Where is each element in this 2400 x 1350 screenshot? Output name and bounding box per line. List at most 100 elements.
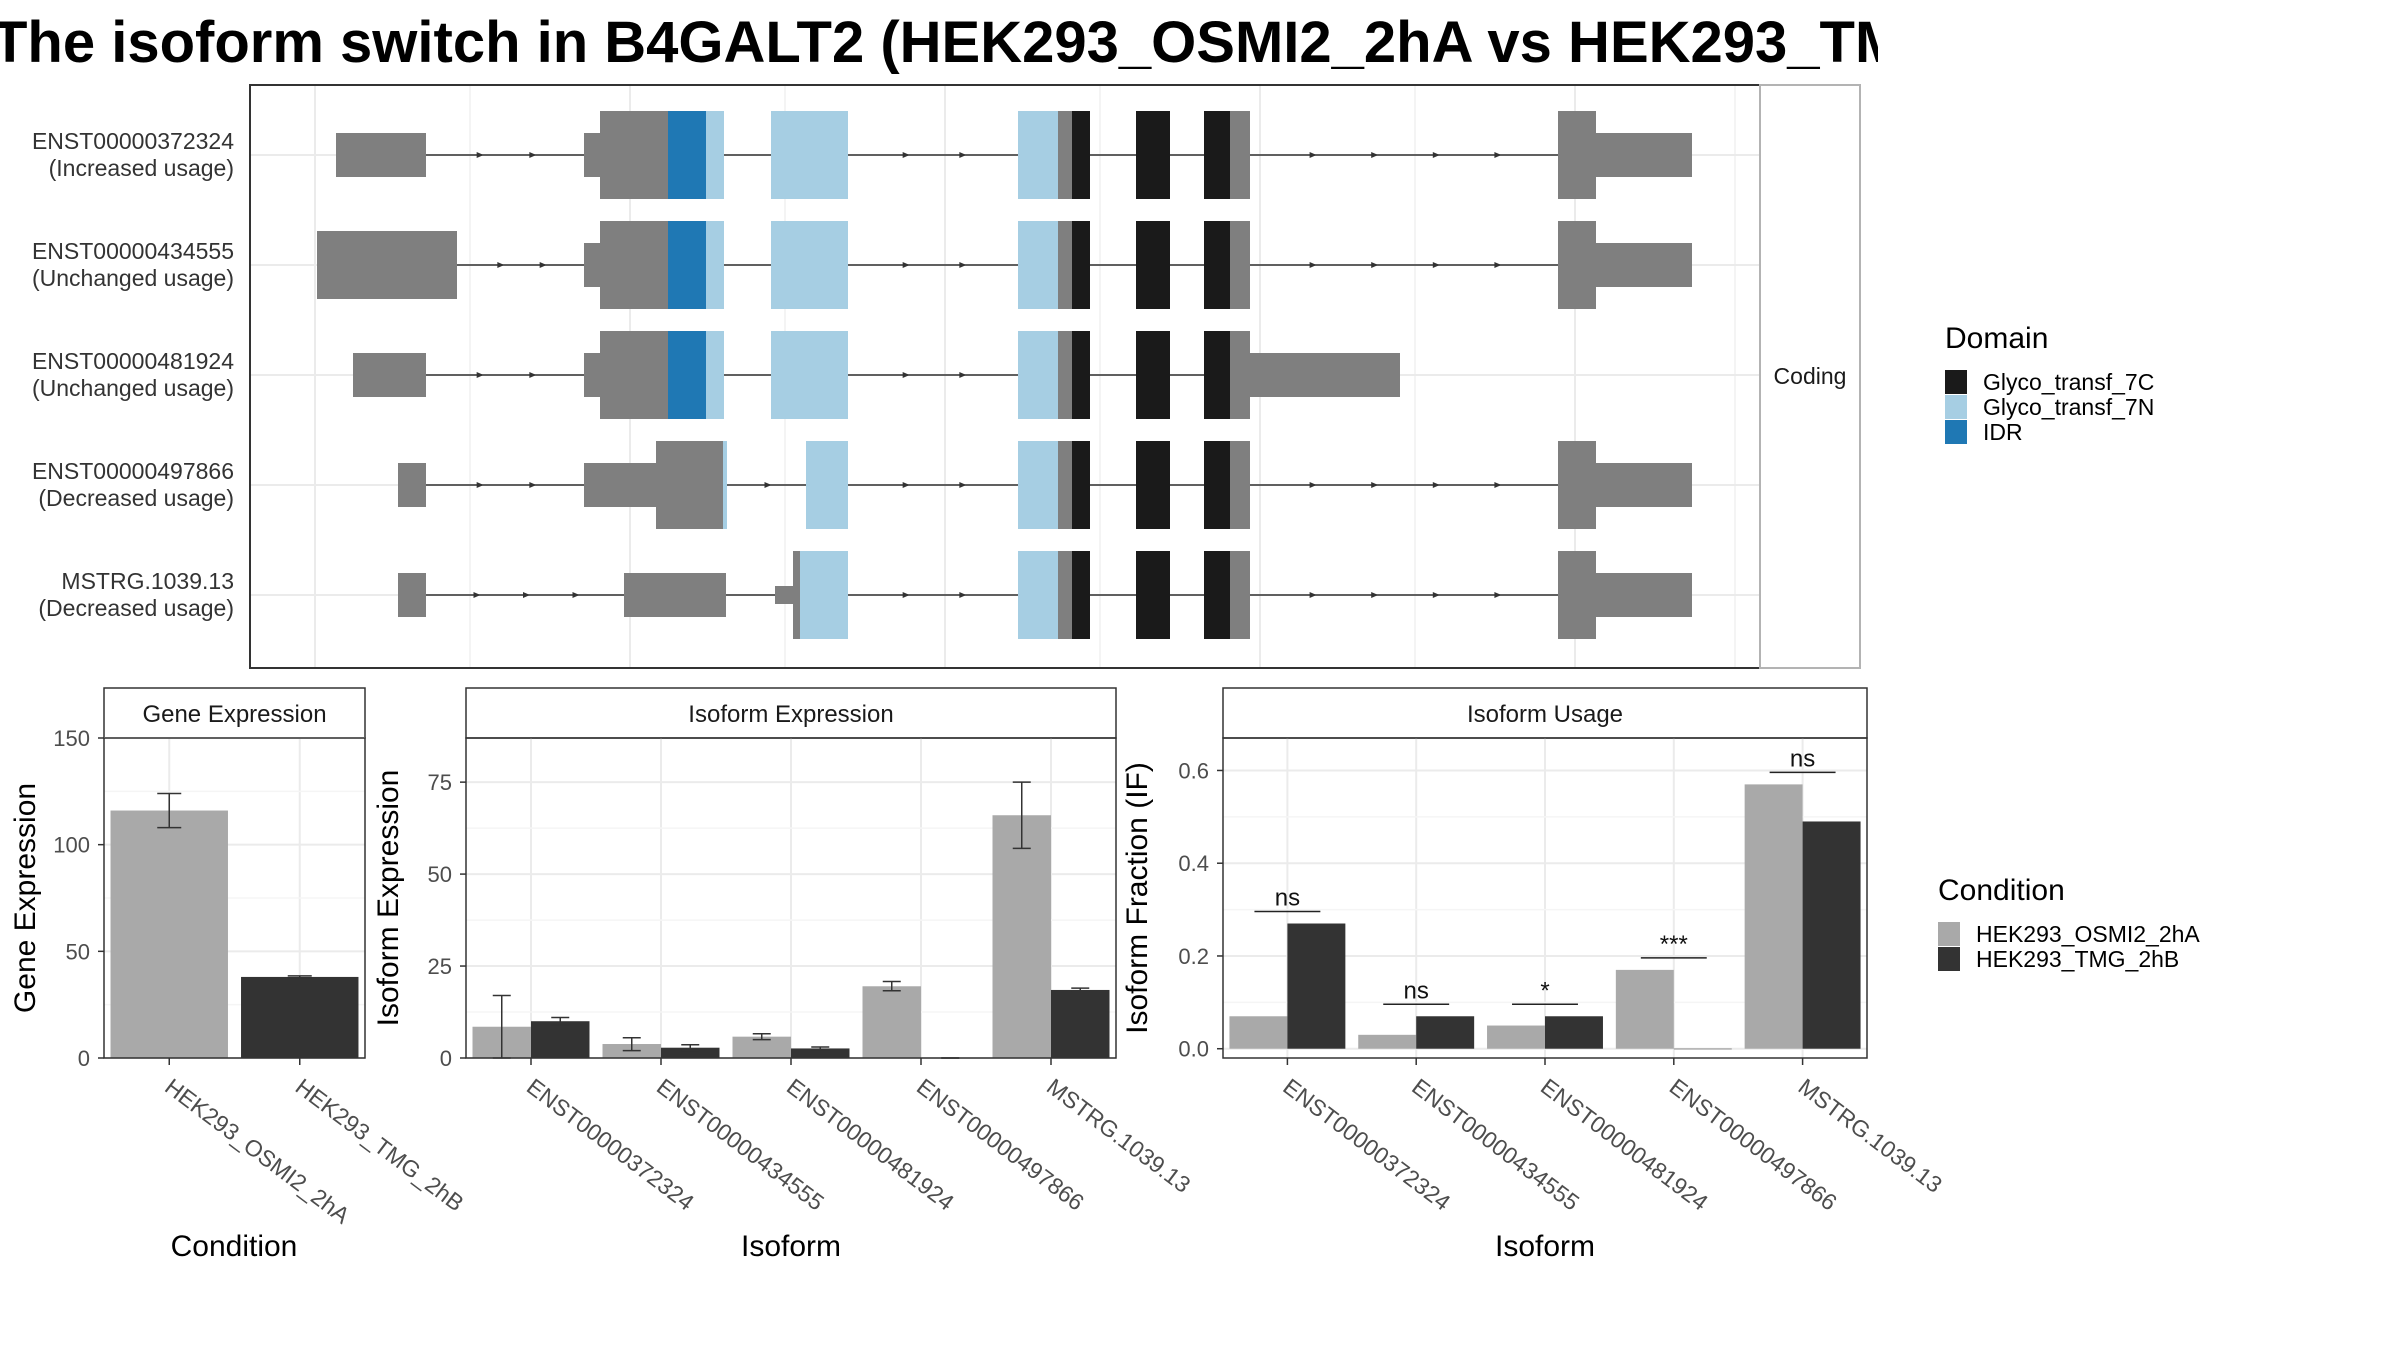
- intron-direction-arrow: [902, 262, 910, 268]
- exon-segment: [1558, 441, 1596, 529]
- glyco-transf-7n-domain-segment: [706, 111, 724, 199]
- chart-y-tick-label: 75: [428, 770, 452, 795]
- exon-segment: [600, 111, 668, 199]
- glyco-transf-7n-domain-segment: [806, 441, 848, 529]
- significance-label: ns: [1404, 977, 1429, 1004]
- idr-domain-segment: [668, 111, 706, 199]
- intron-direction-arrow: [959, 482, 967, 488]
- glyco-transf-7n-domain-segment: [706, 331, 724, 419]
- chart-y-tick-label: 50: [66, 939, 90, 964]
- chart-title: Isoform Usage: [1467, 701, 1623, 728]
- exon-segment: [353, 353, 426, 397]
- glyco-transf-7n-domain-segment: [771, 111, 848, 199]
- glyco-transf-7c-domain-segment: [1204, 551, 1230, 639]
- chart-y-tick-label: 0.0: [1178, 1037, 1209, 1062]
- exon-segment: [1558, 221, 1596, 309]
- intron-direction-arrow: [959, 262, 967, 268]
- chart-x-axis-title: Isoform: [1495, 1230, 1595, 1263]
- chart-y-tick-label: 150: [53, 726, 90, 751]
- chart-title: Gene Expression: [142, 701, 326, 728]
- glyco-transf-7c-domain-segment: [1072, 221, 1090, 309]
- glyco-transf-7n-domain-segment: [1018, 441, 1058, 529]
- exon-segment: [1230, 331, 1250, 419]
- chart-strip: [103, 687, 366, 739]
- condition-legend-label: HEK293_OSMI2_2hA: [1976, 921, 2200, 947]
- significance-label: ***: [1660, 931, 1688, 958]
- glyco-transf-7n-domain-segment: [771, 331, 848, 419]
- exon-segment: [1058, 441, 1072, 529]
- glyco-transf-7c-domain-segment: [1072, 331, 1090, 419]
- exon-segment: [398, 463, 426, 507]
- exon-segment: [1058, 111, 1072, 199]
- significance-label: ns: [1790, 745, 1815, 772]
- chart-y-tick-label: 0.4: [1178, 851, 1209, 876]
- intron-direction-arrow: [1309, 592, 1317, 598]
- bar: [1229, 1016, 1288, 1049]
- intron-direction-arrow: [572, 592, 580, 598]
- exon-segment: [317, 231, 457, 299]
- intron-direction-arrow: [1309, 482, 1317, 488]
- exon-segment: [793, 551, 800, 639]
- intron-direction-arrow: [1371, 592, 1379, 598]
- chart-frame: [103, 737, 366, 1059]
- intron-direction-arrow: [764, 482, 772, 488]
- page-title: The isoform switch in B4GALT2 (HEK293_OS…: [0, 10, 1878, 75]
- glyco-transf-7c-domain-segment: [1204, 331, 1230, 419]
- exon-segment: [1230, 111, 1250, 199]
- exon-segment: [1058, 221, 1072, 309]
- intron-direction-arrow: [476, 152, 484, 158]
- exon-segment: [584, 243, 600, 287]
- glyco-transf-7n-domain-segment: [800, 551, 848, 639]
- exon-segment: [336, 133, 426, 177]
- glyco-transf-7n-domain-segment: [1018, 221, 1058, 309]
- facet-strip: [1759, 84, 1861, 669]
- bar: [110, 810, 228, 1058]
- exon-segment: [1596, 463, 1692, 507]
- chart-x-axis-title: Isoform: [741, 1230, 841, 1263]
- intron-direction-arrow: [902, 152, 910, 158]
- condition-legend-key: [1938, 947, 1960, 971]
- exon-segment: [1558, 111, 1596, 199]
- chart-y-tick-label: 0.2: [1178, 944, 1209, 969]
- chart-strip: [465, 687, 1117, 739]
- chart-x-axis-title: Condition: [171, 1230, 298, 1263]
- domain-legend-label: Glyco_transf_7N: [1983, 394, 2154, 420]
- intron-direction-arrow: [902, 372, 910, 378]
- bar: [1673, 1048, 1732, 1050]
- exon-segment: [656, 441, 723, 529]
- significance-label: *: [1540, 977, 1549, 1004]
- idr-domain-segment: [668, 221, 706, 309]
- structure-panel-bg: [250, 85, 1760, 668]
- chart-y-tick-label: 0.6: [1178, 758, 1209, 783]
- glyco-transf-7c-domain-segment: [1072, 441, 1090, 529]
- intron-direction-arrow: [1432, 152, 1440, 158]
- intron-direction-arrow: [959, 592, 967, 598]
- exon-segment: [1058, 551, 1072, 639]
- chart-panel: Isoform Expression0255075ENST00000372324…: [372, 687, 1195, 1263]
- glyco-transf-7n-domain-segment: [723, 441, 727, 529]
- isoform-label: ENST00000481924: [32, 348, 234, 374]
- glyco-transf-7c-domain-segment: [1204, 221, 1230, 309]
- exon-segment: [584, 353, 600, 397]
- idr-domain-segment: [668, 331, 706, 419]
- intron-direction-arrow: [1371, 152, 1379, 158]
- bar: [992, 815, 1051, 1058]
- bar: [1416, 1016, 1475, 1049]
- glyco-transf-7c-domain-segment: [1136, 331, 1170, 419]
- glyco-transf-7n-domain-segment: [771, 221, 848, 309]
- domain-legend-label: IDR: [1983, 419, 2023, 445]
- exon-segment: [624, 573, 726, 617]
- chart-y-tick-label: 0: [78, 1046, 90, 1071]
- glyco-transf-7c-domain-segment: [1136, 221, 1170, 309]
- isoform-usage-label: (Unchanged usage): [32, 375, 234, 401]
- intron-direction-arrow: [959, 152, 967, 158]
- bar: [1615, 969, 1674, 1049]
- domain-legend-title: Domain: [1945, 322, 2048, 355]
- domain-legend-key: [1945, 370, 1967, 394]
- condition-legend-key: [1938, 922, 1960, 946]
- exon-segment: [1596, 243, 1692, 287]
- isoform-usage-label: (Decreased usage): [38, 485, 234, 511]
- domain-legend-key: [1945, 420, 1967, 444]
- exon-segment: [600, 221, 668, 309]
